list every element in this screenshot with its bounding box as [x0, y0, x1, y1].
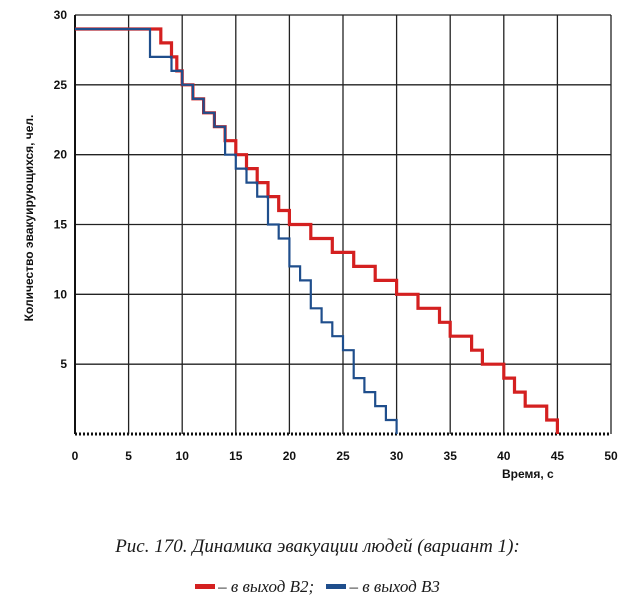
legend-swatch-b2: [195, 584, 216, 590]
y-tick-label: 25: [54, 78, 68, 92]
x-tick-label: 35: [444, 449, 458, 463]
x-tick-label: 5: [125, 449, 132, 463]
grid: [74, 14, 612, 436]
y-tick-label: 5: [60, 357, 67, 371]
series-lines: [75, 27, 559, 434]
x-tick-label: 45: [551, 449, 565, 463]
evacuation-chart: 0 5 10 15 20 25 30 35 40 45 50 5 10 15 20 25 30 Время, с…: [22, 8, 618, 481]
y-axis-label: Количество эвакуирующихся, чел.: [22, 115, 36, 322]
y-tick-label: 30: [54, 8, 68, 22]
x-axis-label: Время, с: [502, 467, 554, 481]
x-tick-label: 25: [336, 449, 350, 463]
series-line-b2: [75, 27, 559, 434]
legend-swatch-b3: [326, 584, 347, 590]
legend-item-b2: – в выход В2;: [195, 577, 318, 596]
figure-caption: Рис. 170. Динамика эвакуации людей (вари…: [115, 536, 520, 557]
x-tick-label: 40: [497, 449, 511, 463]
y-tick-label: 20: [54, 148, 68, 162]
y-tick-label: 15: [54, 218, 68, 232]
y-tick-label: 10: [54, 287, 68, 301]
x-tick-label: 30: [390, 449, 404, 463]
tick-labels: 0 5 10 15 20 25 30 35 40 45 50 5 10 15 20 25 30: [54, 8, 618, 463]
x-tick-label: 0: [72, 449, 79, 463]
x-tick-label: 10: [176, 449, 190, 463]
series-line-b3: [75, 27, 398, 434]
x-tick-label: 50: [604, 449, 618, 463]
x-tick-label: 20: [283, 449, 297, 463]
legend: – в выход В2; – в выход В3: [0, 577, 635, 597]
legend-label-b3: – в выход В3: [349, 577, 440, 596]
legend-label-b2: – в выход В2;: [218, 577, 315, 596]
x-tick-label: 15: [229, 449, 243, 463]
legend-item-b3: – в выход В3: [326, 577, 440, 596]
